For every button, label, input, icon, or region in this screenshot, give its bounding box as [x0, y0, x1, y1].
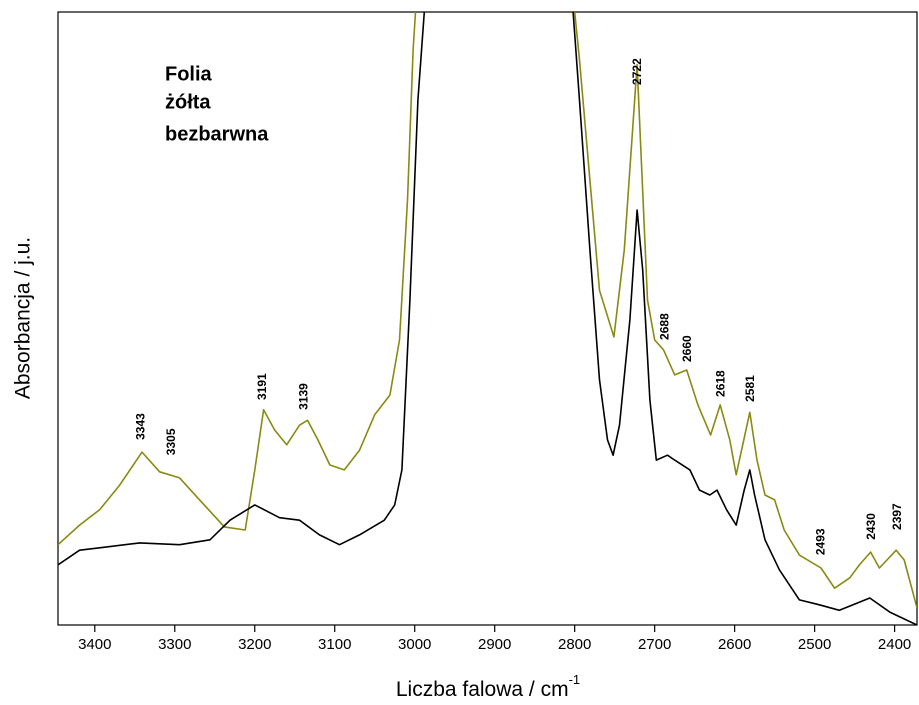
- x-tick-label: 2600: [718, 636, 751, 653]
- plot-frame: [57, 11, 918, 626]
- peak-label: 3191: [255, 373, 269, 400]
- y-axis-label: Absorbancja / j.u.: [12, 237, 35, 399]
- peak-label: 3139: [297, 383, 311, 410]
- x-tick-label: 2900: [478, 636, 511, 653]
- peak-label: 3305: [164, 428, 178, 455]
- peak-label: 2618: [713, 370, 727, 397]
- x-tick-label: 3400: [78, 636, 111, 653]
- x-tick-label: 2400: [878, 636, 911, 653]
- peak-label: 3343: [134, 413, 148, 440]
- x-axis-label-text: Liczba falowa / cm: [396, 678, 569, 701]
- legend-label: żółta: [165, 91, 211, 113]
- peak-label: 2722: [630, 58, 644, 85]
- x-axis-label-sup: -1: [569, 672, 581, 687]
- x-tick-label: 3100: [318, 636, 351, 653]
- peak-label: 2688: [657, 313, 671, 340]
- x-tick-label: 2800: [558, 636, 591, 653]
- x-tick-label: 3000: [398, 636, 431, 653]
- peak-label: 2397: [890, 503, 904, 530]
- lines: [58, 12, 917, 625]
- peak-label: 2660: [680, 335, 694, 362]
- x-tick-label: 3200: [238, 636, 271, 653]
- peak-label: 2493: [813, 528, 827, 555]
- legend-title: Folia: [165, 63, 213, 85]
- x-tick-label: 3300: [158, 636, 191, 653]
- peak-label: 2581: [743, 375, 757, 402]
- peak-label: 2430: [864, 513, 878, 540]
- legend-label: bezbarwna: [165, 123, 269, 145]
- series-line: [58, 12, 917, 625]
- x-tick-label: 2500: [798, 636, 831, 653]
- series-line: [58, 12, 917, 609]
- x-axis-label: Liczba falowa / cm-1: [396, 672, 580, 700]
- x-tick-label: 2700: [638, 636, 671, 653]
